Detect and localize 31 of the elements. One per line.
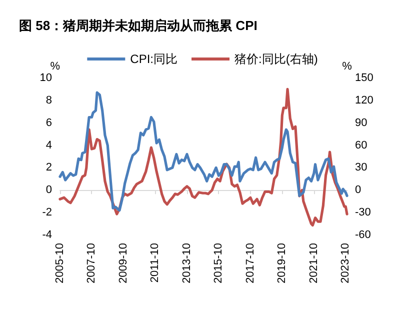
- y2-tick-label: 60: [355, 139, 368, 152]
- x-tick-label: 2011-10: [149, 243, 162, 283]
- x-tick-label: 2007-10: [86, 243, 98, 284]
- x-tick-label: 2015-10: [212, 243, 225, 284]
- x-tick-label: 2021-10: [308, 243, 320, 284]
- legend-label: CPI:同比: [130, 52, 178, 66]
- y-tick-label: 8: [46, 94, 52, 106]
- y2-tick-label: 150: [355, 72, 374, 84]
- x-tick-label: 2019-10: [276, 243, 288, 284]
- y-tick-label: -2: [42, 206, 52, 219]
- y-tick-label: 0: [46, 184, 52, 196]
- x-tick-label: 2017-10: [244, 243, 256, 284]
- y-tick-label: 6: [46, 116, 52, 129]
- y-tick-label: 2: [46, 162, 52, 174]
- x-tick-label: 2005-10: [54, 243, 66, 284]
- y2-tick-label: -60: [355, 229, 371, 241]
- legend-label: 猪价:同比(右轴): [234, 52, 318, 66]
- y-axis-title: %: [50, 60, 60, 72]
- x-tick-label: 2013-10: [180, 243, 193, 284]
- y2-tick-label: 0: [355, 184, 362, 196]
- y2-tick-label: -30: [355, 206, 371, 219]
- y2-axis-title: %: [342, 60, 352, 72]
- y-tick-label: 4: [46, 139, 52, 152]
- chart-title: 图 58：猪周期并未如期启动从而拖累 CPI: [19, 18, 258, 33]
- x-tick-label: 2023-10: [340, 243, 352, 284]
- y2-tick-label: 120: [355, 94, 374, 106]
- y2-tick-label: 30: [355, 162, 368, 174]
- y2-tick-label: 90: [355, 116, 368, 129]
- y-tick-label: -4: [42, 229, 52, 241]
- x-tick-label: 2009-10: [117, 243, 130, 284]
- y-tick-label: 10: [40, 72, 52, 84]
